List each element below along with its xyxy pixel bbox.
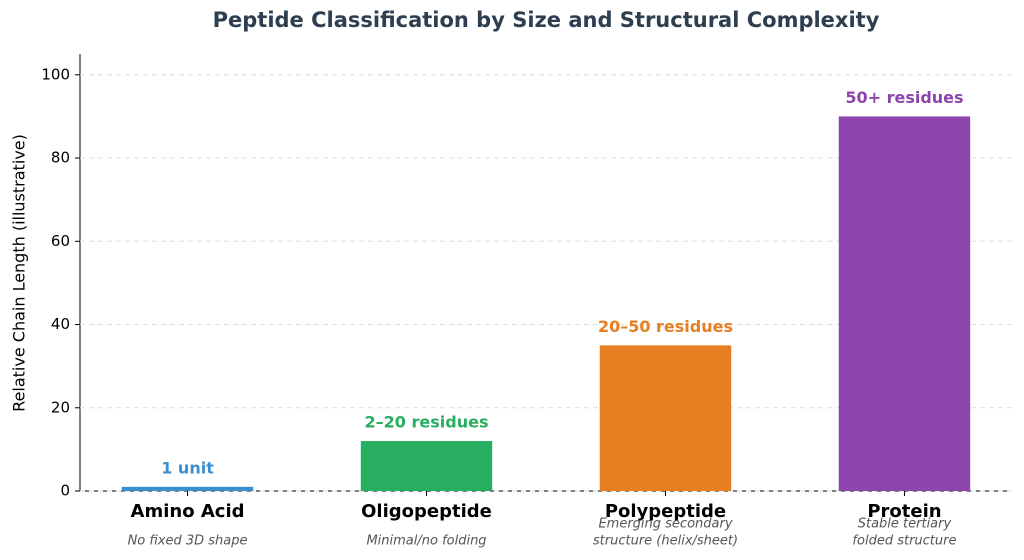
x-tick-label: Amino Acid	[131, 501, 245, 522]
bar	[838, 116, 971, 491]
y-tick-label: 100	[41, 65, 70, 83]
y-tick-label: 40	[51, 315, 70, 333]
y-axis-label: Relative Chain Length (illustrative)	[10, 134, 29, 412]
chart-title: Peptide Classification by Size and Struc…	[213, 8, 880, 32]
y-tick-label: 60	[51, 232, 70, 250]
bar-annotation: 1 unit	[161, 458, 214, 477]
x-tick-label: Polypeptide	[605, 501, 726, 522]
y-tick-label: 20	[51, 398, 70, 416]
category-description: Minimal/no folding	[366, 534, 486, 549]
category-description: Emerging secondary	[598, 517, 732, 532]
bar-annotation: 50+ residues	[845, 88, 963, 107]
y-tick-label: 80	[51, 149, 70, 167]
y-tick-label: 0	[60, 482, 70, 500]
bar-annotation: 20–50 residues	[598, 317, 733, 336]
bar-annotation: 2–20 residues	[365, 413, 489, 432]
bar	[599, 345, 732, 491]
category-description: No fixed 3D shape	[128, 534, 248, 549]
bar	[360, 441, 493, 491]
bar	[121, 486, 254, 491]
category-description: structure (helix/sheet)	[593, 534, 738, 549]
category-description: folded structure	[852, 534, 956, 549]
x-tick-label: Protein	[867, 501, 941, 522]
category-description: Stable tertiary	[858, 517, 952, 532]
x-tick-label: Oligopeptide	[361, 501, 492, 522]
